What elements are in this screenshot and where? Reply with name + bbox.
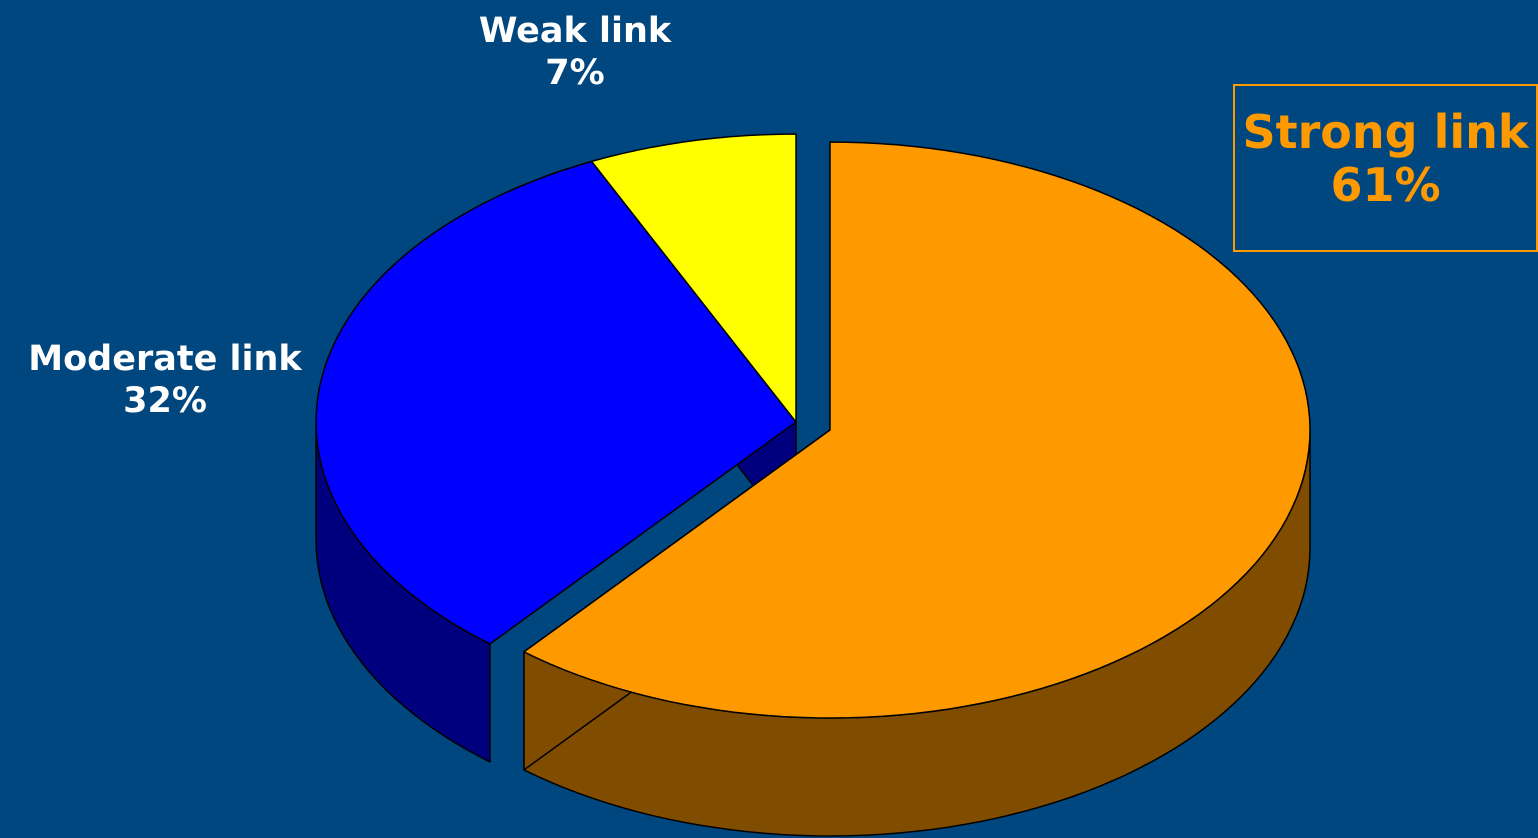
weak-link-label: Weak link 7% [440,10,710,94]
strong-link-label: Strong link 61% [1233,84,1538,252]
moderate-link-name: Moderate link [28,339,302,379]
weak-link-name: Weak link [478,11,672,51]
moderate-link-value: 32% [123,381,207,421]
strong-link-slice [523,141,1311,719]
strong-link-value: 61% [1330,157,1441,212]
moderate-link-slice [315,160,797,645]
weak-link-value: 7% [545,53,605,93]
strong-link-name: Strong link [1242,105,1529,159]
weak-link-slice [590,133,797,423]
moderate-link-label: Moderate link 32% [0,338,330,422]
